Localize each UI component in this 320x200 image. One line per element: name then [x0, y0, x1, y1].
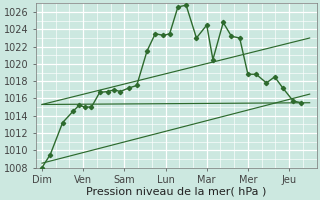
X-axis label: Pression niveau de la mer( hPa ): Pression niveau de la mer( hPa ) — [86, 187, 266, 197]
